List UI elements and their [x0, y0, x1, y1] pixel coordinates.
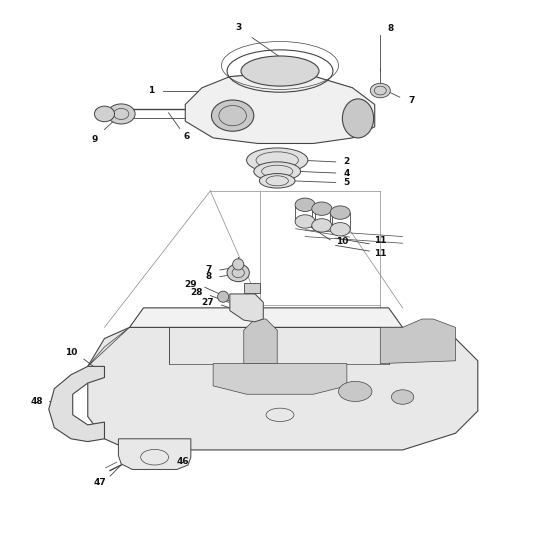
Ellipse shape	[95, 106, 114, 122]
Text: 28: 28	[190, 288, 203, 297]
Ellipse shape	[246, 148, 308, 172]
Text: 10: 10	[66, 348, 78, 357]
Text: 11: 11	[374, 249, 386, 258]
Ellipse shape	[370, 83, 390, 98]
Text: 47: 47	[94, 478, 106, 487]
Text: 7: 7	[409, 96, 416, 105]
Ellipse shape	[295, 215, 315, 228]
Text: 48: 48	[30, 397, 43, 406]
Ellipse shape	[312, 202, 332, 216]
Circle shape	[232, 259, 244, 270]
Text: 46: 46	[176, 457, 189, 466]
Text: 4: 4	[344, 169, 350, 178]
Text: 8: 8	[387, 24, 394, 32]
Ellipse shape	[259, 174, 295, 188]
Text: 7: 7	[206, 265, 212, 274]
Text: 6: 6	[183, 132, 189, 141]
Ellipse shape	[391, 390, 414, 404]
Ellipse shape	[212, 100, 254, 131]
Circle shape	[218, 291, 228, 302]
Ellipse shape	[227, 264, 249, 282]
Ellipse shape	[108, 104, 135, 124]
Text: 2: 2	[344, 157, 350, 166]
Ellipse shape	[241, 56, 319, 86]
Text: 3: 3	[235, 23, 241, 32]
Polygon shape	[88, 328, 129, 366]
Ellipse shape	[330, 206, 350, 220]
Ellipse shape	[312, 219, 332, 232]
Text: 5: 5	[344, 178, 350, 187]
Ellipse shape	[342, 99, 374, 138]
Polygon shape	[244, 283, 260, 293]
Ellipse shape	[295, 198, 315, 212]
Polygon shape	[230, 294, 263, 322]
Polygon shape	[118, 439, 191, 469]
Polygon shape	[244, 319, 277, 363]
Text: 10: 10	[336, 237, 348, 246]
Text: 27: 27	[201, 298, 214, 307]
Ellipse shape	[330, 223, 350, 236]
Polygon shape	[88, 328, 478, 450]
Ellipse shape	[254, 162, 301, 181]
Text: 1: 1	[148, 86, 154, 95]
Polygon shape	[129, 308, 403, 328]
Text: 8: 8	[206, 272, 212, 281]
Text: 11: 11	[374, 236, 386, 245]
Polygon shape	[380, 319, 455, 363]
Text: 29: 29	[185, 280, 197, 289]
Polygon shape	[49, 366, 105, 442]
Ellipse shape	[338, 381, 372, 402]
Polygon shape	[213, 363, 347, 394]
Polygon shape	[185, 71, 375, 143]
Text: 9: 9	[91, 135, 97, 144]
